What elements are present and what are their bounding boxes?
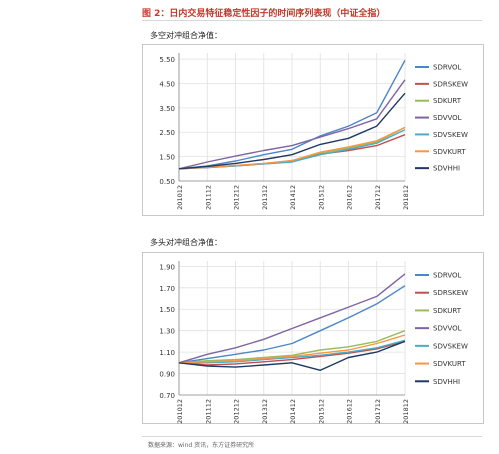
chart-2-xtick-label: 201312 — [261, 399, 269, 424]
chart-1-xtick-label: 201712 — [374, 185, 382, 210]
title-divider — [142, 20, 482, 21]
series-line-sdvvol — [178, 79, 406, 170]
legend-label-sdvvol: SDVVOL — [433, 114, 462, 122]
chart-2-xtick-label: 201812 — [402, 399, 410, 424]
series-line-sdvkurt — [178, 334, 406, 364]
chart-2-ytick-label: 1.70 — [159, 285, 175, 293]
chart-2-xtick-label: 201112 — [204, 399, 212, 424]
chart-1-panel: 0.50 1.50 2.50 3.50 4.50 5.50 201012 201112 2012… — [142, 44, 484, 216]
chart-1-xtick-label: 201012 — [176, 185, 184, 210]
legend-label-sdrskew: SDRSKEW — [433, 289, 468, 297]
chart-1-ytick-label: 3.50 — [159, 105, 175, 113]
chart-2-title: 多头对冲组合净值： — [150, 238, 222, 247]
chart-2-ytick-label: 1.10 — [159, 349, 175, 357]
chart-1-ytick-label: 1.50 — [159, 154, 175, 162]
chart-2-xtick-label: 201212 — [233, 399, 241, 424]
chart-1-ytick-label: 0.50 — [159, 178, 175, 186]
legend-label-sdkurt: SDKURT — [433, 97, 462, 105]
series-line-sdvskew — [179, 339, 406, 364]
legend-label-sdrskew: SDRSKEW — [433, 80, 468, 88]
legend-label-sdvkurt: SDVKURT — [433, 148, 466, 156]
legend-label-sdvskew: SDVSKEW — [433, 342, 468, 350]
series-line-sdvhhi — [178, 340, 406, 372]
series-line-sdvkurt — [178, 126, 406, 170]
chart-1-xtick-label: 201212 — [233, 185, 241, 210]
chart-2-ytick-label: 1.90 — [159, 263, 175, 271]
chart-2-xtick-label: 201512 — [317, 399, 325, 424]
chart-1-xtick-label: 201412 — [289, 185, 297, 210]
chart-2-ytick-label: 1.30 — [159, 328, 175, 336]
chart-1-ytick-label: 2.50 — [159, 129, 175, 137]
chart-2-svg: 0.70 0.90 1.10 1.30 1.50 1.70 1.90 201012 201112… — [159, 261, 468, 424]
source-note: 数据来源：wind 资讯，东方证券研究所 — [148, 442, 255, 449]
chart-2-xtick-label: 201412 — [289, 399, 297, 424]
series-line-sdrvol — [178, 59, 406, 170]
chart-2-panel: 0.70 0.90 1.10 1.30 1.50 1.70 1.90 201012 201112… — [142, 252, 484, 424]
chart-2-ytick-label: 0.90 — [159, 371, 175, 379]
chart-2-ytick-label: 1.50 — [159, 306, 175, 314]
chart-2-xtick-label: 201612 — [346, 399, 354, 424]
series-line-sdrskew — [178, 340, 406, 366]
chart-1-xtick-label: 201112 — [204, 185, 212, 210]
chart-2-ytick-label: 0.70 — [159, 392, 175, 400]
legend-label-sdkurt: SDKURT — [433, 307, 462, 315]
legend-label-sdvskew: SDVSKEW — [433, 131, 468, 139]
chart-1-svg: 0.50 1.50 2.50 3.50 4.50 5.50 201012 201112 2012… — [159, 53, 468, 210]
legend-label-sdvkurt: SDVKURT — [433, 360, 466, 368]
chart-1-xtick-label: 201312 — [261, 185, 269, 210]
series-line-sdkurt — [178, 330, 406, 364]
chart-2-xtick-label: 201712 — [374, 399, 382, 424]
chart-1-xtick-label: 201512 — [317, 185, 325, 210]
chart-2-xtick-label: 201012 — [176, 399, 184, 424]
legend-label-sdvhhi: SDVHHI — [433, 378, 460, 386]
source-divider — [142, 436, 482, 437]
legend-label-sdrvol: SDRVOL — [433, 272, 461, 280]
series-line-sdvvol — [178, 273, 406, 364]
series-line-sdrvol — [178, 285, 406, 364]
chart-1-ytick-label: 5.50 — [159, 56, 175, 64]
series-line-sdvhhi — [178, 92, 406, 170]
chart-1-ytick-label: 4.50 — [159, 80, 175, 88]
legend-label-sdvhhi: SDVHHI — [433, 165, 460, 173]
chart-1-title: 多空对冲组合净值： — [150, 31, 222, 40]
legend-label-sdvvol: SDVVOL — [433, 325, 462, 333]
chart-1-xtick-label: 201812 — [402, 185, 410, 210]
chart-1-xtick-label: 201612 — [346, 185, 354, 210]
figure-title: 图 2：日内交易特征稳定性因子的时间序列表现（中证全指） — [142, 9, 386, 19]
legend-label-sdrvol: SDRVOL — [433, 64, 461, 72]
